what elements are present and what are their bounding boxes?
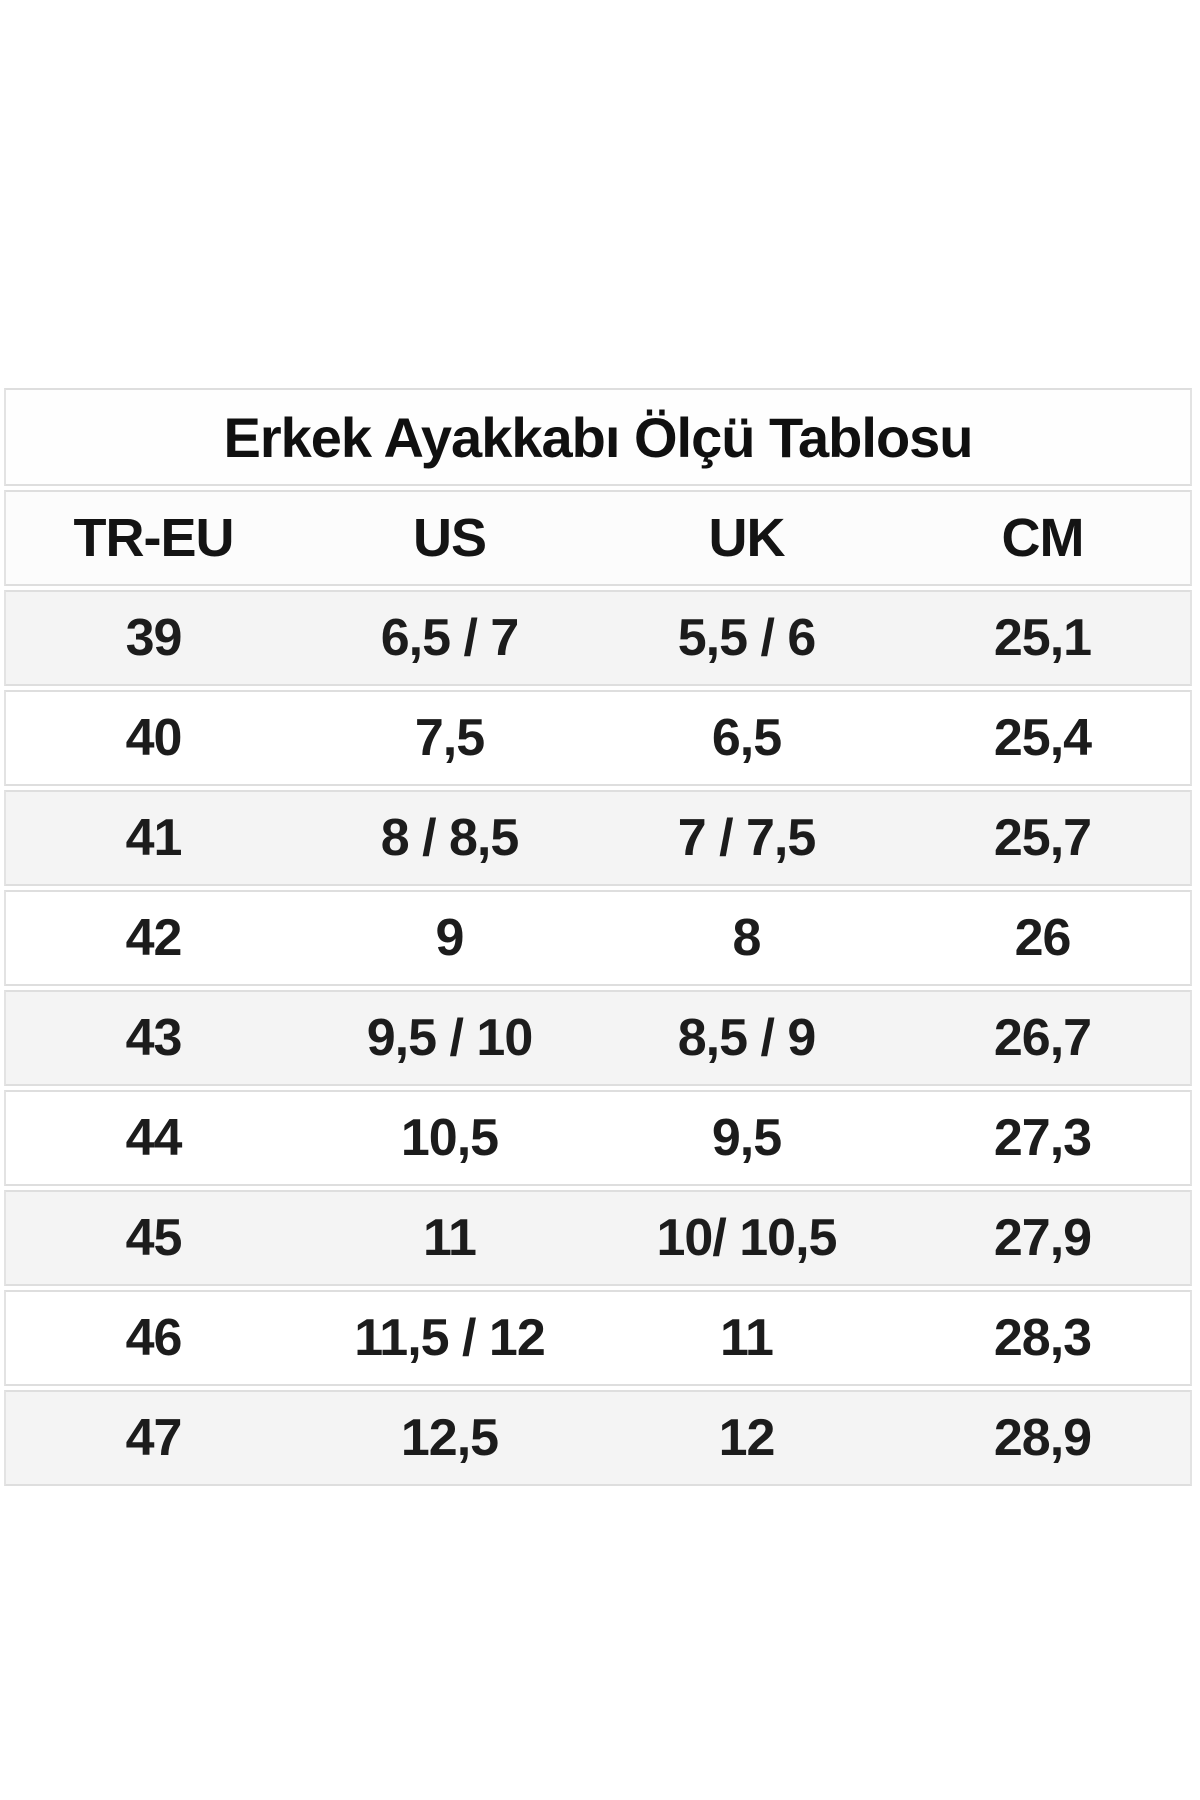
- title-row: Erkek Ayakkabı Ölçü Tablosu: [4, 388, 1192, 486]
- cell-tr-eu: 44: [4, 1090, 301, 1186]
- cell-uk: 11: [598, 1290, 895, 1386]
- cell-uk: 5,5 / 6: [598, 590, 895, 686]
- column-header-cm: CM: [895, 490, 1192, 586]
- cell-cm: 26: [895, 890, 1192, 986]
- cell-uk: 8,5 / 9: [598, 990, 895, 1086]
- cell-us: 6,5 / 7: [301, 590, 598, 686]
- table-row: 45 11 10/ 10,5 27,9: [4, 1190, 1192, 1286]
- cell-tr-eu: 47: [4, 1390, 301, 1486]
- cell-us: 11: [301, 1190, 598, 1286]
- cell-us: 7,5: [301, 690, 598, 786]
- cell-cm: 25,7: [895, 790, 1192, 886]
- cell-uk: 10/ 10,5: [598, 1190, 895, 1286]
- cell-cm: 25,1: [895, 590, 1192, 686]
- table-row: 40 7,5 6,5 25,4: [4, 690, 1192, 786]
- cell-us: 9: [301, 890, 598, 986]
- header-row: TR-EU US UK CM: [4, 490, 1192, 586]
- table-row: 41 8 / 8,5 7 / 7,5 25,7: [4, 790, 1192, 886]
- column-header-us: US: [301, 490, 598, 586]
- cell-us: 10,5: [301, 1090, 598, 1186]
- shoe-size-table: Erkek Ayakkabı Ölçü Tablosu TR-EU US UK …: [4, 384, 1192, 1490]
- cell-uk: 12: [598, 1390, 895, 1486]
- cell-tr-eu: 43: [4, 990, 301, 1086]
- cell-cm: 26,7: [895, 990, 1192, 1086]
- cell-cm: 28,9: [895, 1390, 1192, 1486]
- cell-tr-eu: 41: [4, 790, 301, 886]
- column-header-uk: UK: [598, 490, 895, 586]
- cell-us: 8 / 8,5: [301, 790, 598, 886]
- table-row: 47 12,5 12 28,9: [4, 1390, 1192, 1486]
- cell-uk: 6,5: [598, 690, 895, 786]
- table-row: 39 6,5 / 7 5,5 / 6 25,1: [4, 590, 1192, 686]
- cell-tr-eu: 39: [4, 590, 301, 686]
- cell-cm: 28,3: [895, 1290, 1192, 1386]
- cell-us: 11,5 / 12: [301, 1290, 598, 1386]
- cell-tr-eu: 42: [4, 890, 301, 986]
- cell-tr-eu: 46: [4, 1290, 301, 1386]
- table-row: 46 11,5 / 12 11 28,3: [4, 1290, 1192, 1386]
- table-row: 43 9,5 / 10 8,5 / 9 26,7: [4, 990, 1192, 1086]
- cell-cm: 27,3: [895, 1090, 1192, 1186]
- table-title: Erkek Ayakkabı Ölçü Tablosu: [4, 388, 1192, 486]
- cell-uk: 7 / 7,5: [598, 790, 895, 886]
- table-row: 42 9 8 26: [4, 890, 1192, 986]
- cell-tr-eu: 45: [4, 1190, 301, 1286]
- column-header-tr-eu: TR-EU: [4, 490, 301, 586]
- cell-uk: 9,5: [598, 1090, 895, 1186]
- cell-cm: 25,4: [895, 690, 1192, 786]
- table-row: 44 10,5 9,5 27,3: [4, 1090, 1192, 1186]
- cell-cm: 27,9: [895, 1190, 1192, 1286]
- cell-us: 9,5 / 10: [301, 990, 598, 1086]
- cell-uk: 8: [598, 890, 895, 986]
- cell-tr-eu: 40: [4, 690, 301, 786]
- cell-us: 12,5: [301, 1390, 598, 1486]
